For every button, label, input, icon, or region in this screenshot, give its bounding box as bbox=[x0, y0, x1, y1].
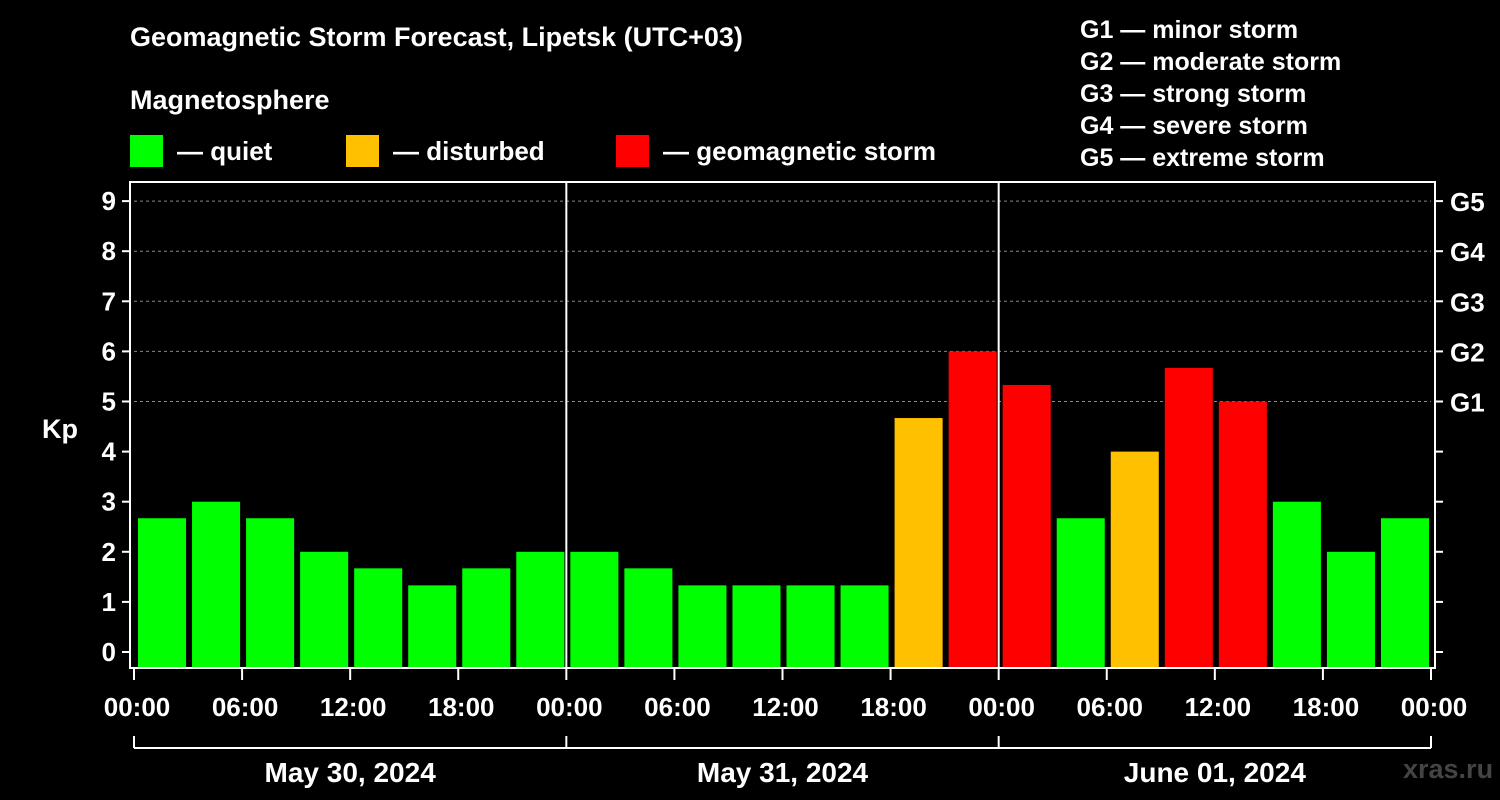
legend-label-quiet: — quiet bbox=[177, 135, 273, 166]
bar bbox=[354, 568, 403, 668]
g-level-label: G5 bbox=[1450, 187, 1485, 217]
bar bbox=[1218, 401, 1267, 668]
legend-label-storm: — geomagnetic storm bbox=[663, 135, 937, 166]
g-scale-item-g4: G4 — severe storm bbox=[1080, 112, 1308, 140]
legend-item-storm: — geomagnetic storm bbox=[616, 135, 936, 167]
bar bbox=[138, 518, 187, 668]
y-tick-label: 6 bbox=[102, 336, 116, 366]
bar bbox=[192, 501, 241, 668]
chart-subtitle: Magnetosphere bbox=[130, 85, 330, 115]
watermark: xras.ru bbox=[1403, 754, 1494, 784]
y-tick-label: 1 bbox=[102, 587, 116, 617]
bar bbox=[840, 585, 889, 668]
x-tick-label: 18:00 bbox=[1293, 692, 1360, 722]
x-tick-label: 18:00 bbox=[428, 692, 495, 722]
date-label: May 31, 2024 bbox=[697, 757, 869, 788]
bar bbox=[1326, 551, 1375, 668]
bar bbox=[1056, 518, 1105, 668]
y-tick-label: 4 bbox=[102, 437, 117, 467]
g-level-label: G1 bbox=[1450, 388, 1485, 418]
g-scale-item-g3: G3 — strong storm bbox=[1080, 80, 1307, 108]
bar bbox=[516, 551, 565, 668]
bar bbox=[678, 585, 727, 668]
bar bbox=[1380, 518, 1429, 668]
x-tick-label: 00:00 bbox=[1401, 692, 1468, 722]
date-label: June 01, 2024 bbox=[1124, 757, 1307, 788]
bar bbox=[1164, 367, 1213, 668]
bar bbox=[786, 585, 835, 668]
x-tick-label: 06:00 bbox=[212, 692, 279, 722]
g-level-label: G2 bbox=[1450, 337, 1485, 367]
x-tick-label: 12:00 bbox=[320, 692, 387, 722]
y-axis-label: Kp bbox=[42, 414, 78, 444]
g-level-label: G3 bbox=[1450, 287, 1485, 317]
legend-swatch-storm bbox=[616, 135, 649, 167]
y-tick-label: 5 bbox=[102, 387, 116, 417]
g-scale-item-g1: G1 — minor storm bbox=[1080, 16, 1299, 44]
x-tick-label: 12:00 bbox=[752, 692, 819, 722]
y-tick-label: 0 bbox=[102, 637, 116, 667]
legend-item-quiet: — quiet bbox=[130, 135, 272, 167]
bar bbox=[948, 351, 997, 668]
y-tick-label: 3 bbox=[102, 487, 116, 517]
bar bbox=[246, 518, 295, 668]
legend-swatch-quiet bbox=[130, 135, 163, 167]
bar bbox=[894, 418, 943, 668]
x-tick-label: 06:00 bbox=[1077, 692, 1144, 722]
bar bbox=[732, 585, 781, 668]
legend-item-disturbed: — disturbed bbox=[346, 135, 545, 167]
bar bbox=[300, 551, 349, 668]
bar bbox=[1110, 451, 1159, 668]
x-tick-label: 06:00 bbox=[644, 692, 711, 722]
bar bbox=[624, 568, 673, 668]
y-tick-label: 8 bbox=[102, 236, 116, 266]
g-scale-item-g2: G2 — moderate storm bbox=[1080, 48, 1342, 76]
legend-label-disturbed: — disturbed bbox=[393, 135, 545, 166]
bar bbox=[408, 585, 457, 668]
y-tick-label: 2 bbox=[102, 537, 116, 567]
x-tick-label: 00:00 bbox=[536, 692, 603, 722]
date-label: May 30, 2024 bbox=[265, 757, 437, 788]
g-scale-item-g5: G5 — extreme storm bbox=[1080, 144, 1325, 172]
bar bbox=[1272, 501, 1321, 668]
x-tick-label: 12:00 bbox=[1185, 692, 1252, 722]
x-tick-label: 00:00 bbox=[968, 692, 1035, 722]
bar bbox=[570, 551, 619, 668]
chart-title: Geomagnetic Storm Forecast, Lipetsk (UTC… bbox=[130, 22, 743, 52]
g-level-label: G4 bbox=[1450, 237, 1485, 267]
legend-swatch-disturbed bbox=[346, 135, 379, 167]
x-tick-label: 00:00 bbox=[104, 692, 171, 722]
bar bbox=[1002, 384, 1051, 668]
y-tick-label: 9 bbox=[102, 186, 116, 216]
y-tick-label: 7 bbox=[102, 286, 116, 316]
x-tick-label: 18:00 bbox=[860, 692, 927, 722]
bar bbox=[462, 568, 511, 668]
g-scale-legend: G1 — minor storm G2 — moderate storm G3 … bbox=[1080, 14, 1341, 174]
